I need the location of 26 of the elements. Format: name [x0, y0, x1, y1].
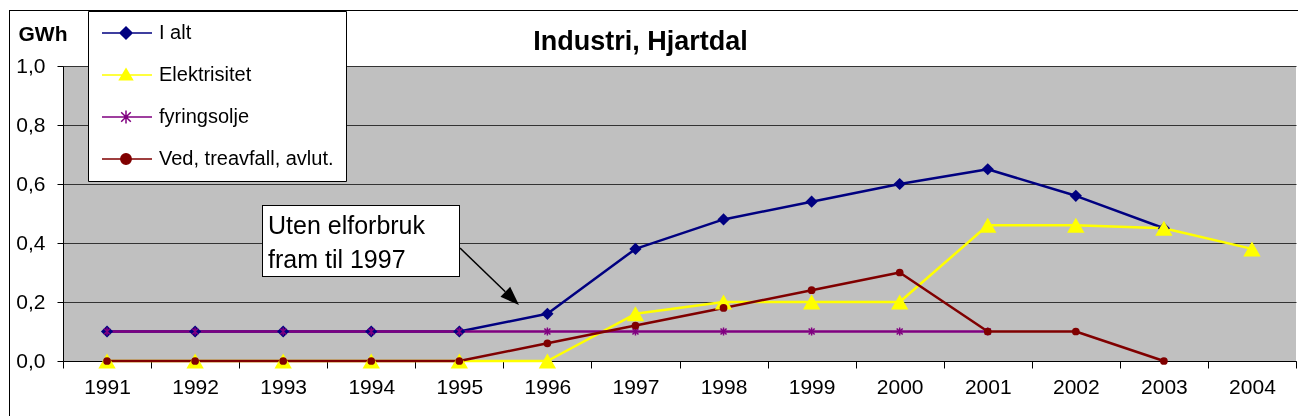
x-tick-label: 1999 — [788, 374, 836, 398]
x-tick-label: 1995 — [436, 374, 484, 398]
x-tick-label: 1994 — [348, 374, 396, 398]
x-tick-label: 1997 — [612, 374, 660, 398]
legend-label: Elektrisitet — [159, 63, 252, 85]
x-tick-label: 2001 — [964, 374, 1012, 398]
x-tick-label: 1993 — [260, 374, 308, 398]
x-tick-label: 1991 — [84, 374, 131, 398]
x-tick-label: 2002 — [1052, 374, 1100, 398]
y-axis-title: GWh — [18, 21, 68, 45]
x-tick-label: 2004 — [1229, 374, 1277, 398]
x-tick-label: 1992 — [172, 374, 219, 398]
x-tick-label: 2000 — [876, 374, 924, 398]
y-tick-label: 0,6 — [16, 171, 46, 195]
x-tick-label: 1996 — [524, 374, 572, 398]
y-tick-label: 1,0 — [16, 53, 46, 77]
x-tick-label: 1998 — [700, 374, 748, 398]
y-tick-label: 0,0 — [16, 348, 46, 372]
legend-label: I alt — [159, 21, 192, 43]
x-tick-label: 2003 — [1141, 374, 1188, 398]
y-tick-label: 0,4 — [16, 230, 46, 254]
legend-label: Ved, treavfall, avlut. — [159, 147, 334, 169]
legend-label: fyringsolje — [159, 105, 250, 127]
y-tick-label: 0,8 — [16, 112, 46, 136]
y-tick-label: 0,2 — [16, 289, 46, 313]
chart-title: Industri, Hjartdal — [533, 25, 748, 56]
